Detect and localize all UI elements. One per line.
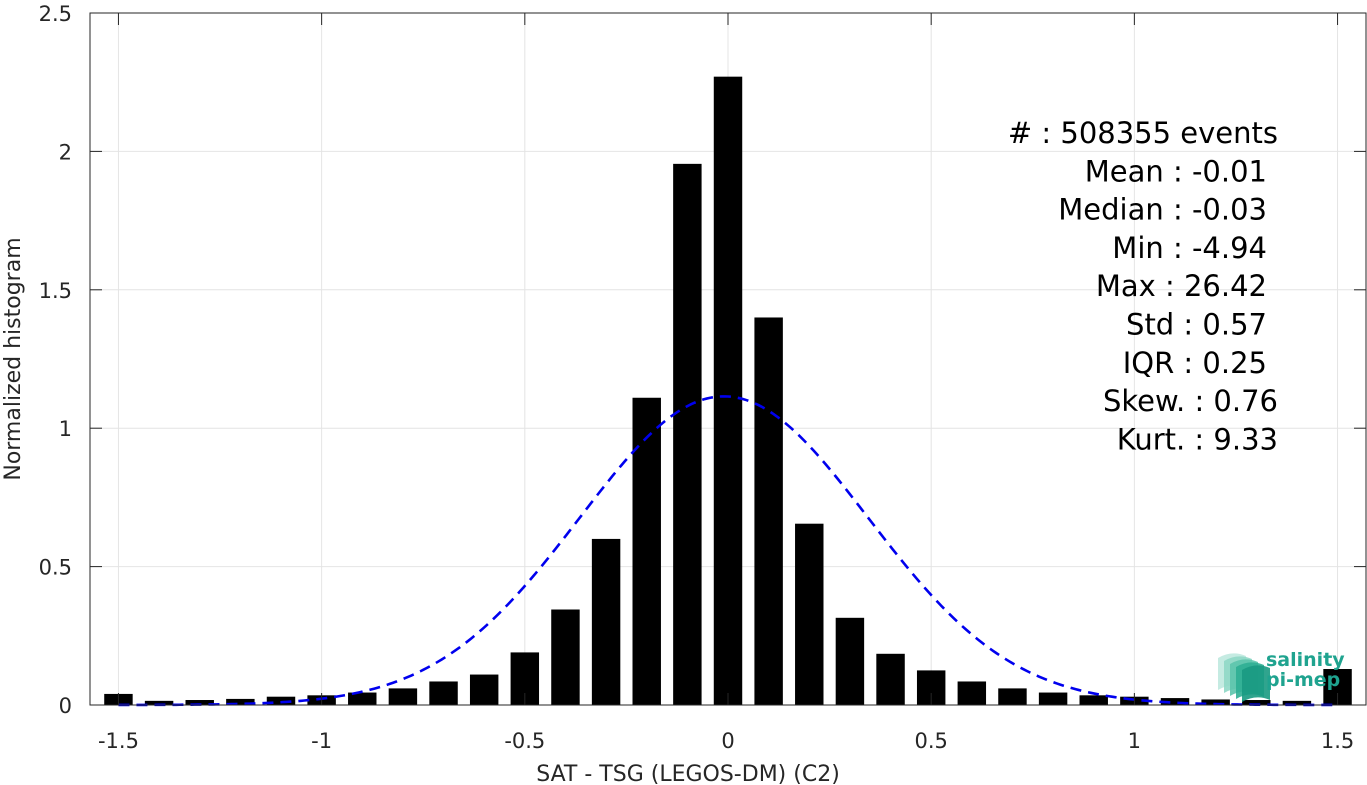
stat-line: Mean : -0.01 xyxy=(1085,154,1267,188)
stat-line: Skew. : 0.76 xyxy=(1103,384,1278,418)
histogram-bar xyxy=(388,688,418,705)
histogram-bar xyxy=(185,700,214,705)
y-tick-label: 1 xyxy=(59,417,72,441)
histogram-bar xyxy=(1160,698,1190,705)
salinity-pi-mep-logo: salinity pi-mep xyxy=(1218,649,1345,702)
histogram-bar xyxy=(754,317,783,705)
y-tick-label: 0 xyxy=(59,694,72,718)
stat-line: Std : 0.57 xyxy=(1126,308,1267,342)
x-tick-labels: -1.5 -1 -0.5 0 0.5 1 1.5 xyxy=(98,729,1354,753)
stats-box: # : 508355 events Mean : -0.01 Median : -0… xyxy=(1008,116,1278,456)
wave-logo-icon xyxy=(1218,653,1270,702)
histogram-bar xyxy=(1079,695,1108,705)
histogram-bar xyxy=(632,397,661,705)
stat-line: IQR : 0.25 xyxy=(1123,346,1267,380)
stat-line: # : 508355 events xyxy=(1008,116,1278,150)
histogram-bar xyxy=(1242,700,1271,705)
logo-text-line1: salinity xyxy=(1266,649,1345,671)
x-tick-label: -0.5 xyxy=(504,729,545,753)
histogram-bar xyxy=(469,674,499,705)
stat-line: Kurt. : 9.33 xyxy=(1117,422,1278,456)
histogram-bar xyxy=(835,617,865,705)
histogram-bar xyxy=(713,76,743,705)
histogram-bar xyxy=(1201,699,1230,705)
histogram-bar xyxy=(876,653,905,705)
y-tick-label: 2.5 xyxy=(39,2,72,26)
histogram-bar xyxy=(348,692,377,705)
histogram-bar xyxy=(591,538,621,705)
histogram-bar xyxy=(998,688,1027,705)
y-tick-label: 0.5 xyxy=(39,556,72,580)
x-tick-label: 0 xyxy=(721,729,734,753)
y-tick-labels: 0 0.5 1 1.5 2 2.5 xyxy=(39,2,72,718)
histogram-bar xyxy=(957,681,987,705)
logo-wave-layer xyxy=(1242,665,1270,702)
stat-line: Max : 26.42 xyxy=(1096,269,1267,303)
x-tick-label: -1 xyxy=(311,729,332,753)
x-tick-label: -1.5 xyxy=(98,729,139,753)
y-tick-label: 1.5 xyxy=(39,279,72,303)
x-axis-label: SAT - TSG (LEGOS-DM) (C2) xyxy=(536,762,840,785)
histogram-bar xyxy=(1282,700,1312,705)
axis-ticks xyxy=(90,12,1366,706)
histogram-bar xyxy=(551,609,580,705)
histogram-bar xyxy=(429,681,458,705)
y-axis-label: Normalized histogram xyxy=(1,237,26,480)
histogram-bar xyxy=(266,696,296,705)
histogram-bar xyxy=(144,700,174,705)
histogram-bar xyxy=(1038,692,1068,705)
bars xyxy=(104,76,1352,705)
stat-line: Min : -4.94 xyxy=(1112,231,1267,265)
histogram-bar xyxy=(673,163,702,705)
x-tick-label: 0.5 xyxy=(914,729,947,753)
y-tick-label: 2 xyxy=(59,140,72,164)
stat-line: Median : -0.03 xyxy=(1058,193,1267,227)
x-tick-label: 1.5 xyxy=(1321,729,1354,753)
x-tick-label: 1 xyxy=(1128,729,1141,753)
histogram-bar xyxy=(795,523,824,705)
histogram-bar xyxy=(226,698,255,705)
logo-text-line2: pi-mep xyxy=(1266,669,1340,691)
